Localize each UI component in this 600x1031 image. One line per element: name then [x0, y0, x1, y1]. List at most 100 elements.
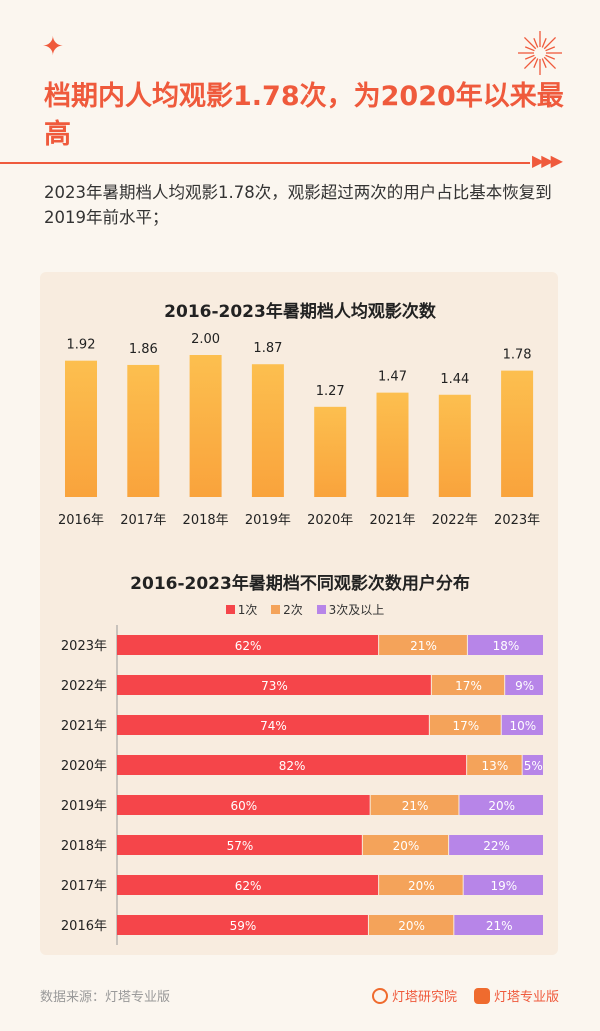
burst-ray — [524, 54, 535, 60]
segment-label: 73% — [261, 679, 288, 693]
x-tick-label: 2016年 — [58, 513, 104, 528]
segment-2次 — [370, 795, 459, 815]
y-tick-label: 2019年 — [61, 799, 107, 814]
legend-swatch — [225, 605, 235, 614]
segment-label: 20% — [393, 839, 420, 853]
segment-label: 17% — [452, 719, 479, 733]
brand-label: 灯塔研究院 — [392, 990, 458, 1005]
segment-label: 74% — [260, 719, 287, 733]
segment-label: 20% — [488, 799, 515, 813]
segment-2次 — [379, 875, 463, 895]
firework-icon — [518, 31, 562, 75]
legend-swatch — [316, 605, 326, 614]
subtitle: 2023年暑期档人均观影1.78次，观影超过两次的用户占比基本恢复到2019年前… — [44, 183, 552, 227]
burst-ray — [545, 54, 556, 60]
segment-label: 62% — [235, 879, 262, 893]
chart2-title: 2016-2023年暑期档不同观影次数用户分布 — [130, 574, 470, 594]
legend-label: 2次 — [283, 603, 303, 617]
segment-label: 59% — [230, 919, 257, 933]
arrows-icon: ▶▶▶ — [532, 151, 563, 170]
segment-label: 20% — [408, 879, 435, 893]
segment-2次 — [429, 715, 501, 735]
data-label: 1.92 — [67, 338, 96, 353]
segment-2次 — [362, 835, 449, 855]
bar-2017年 — [127, 364, 160, 497]
segment-label: 19% — [491, 879, 518, 893]
segment-1次 — [117, 675, 431, 695]
x-tick-label: 2018年 — [183, 513, 229, 528]
research-logo-icon — [372, 988, 388, 1004]
segment-3次及以上 — [459, 795, 543, 815]
brand-research: 灯塔研究院 — [372, 986, 457, 1005]
burst-ray — [533, 58, 539, 69]
divider — [0, 162, 530, 164]
segment-2次 — [368, 915, 454, 935]
burst-ray — [523, 36, 537, 50]
segment-3次及以上 — [467, 635, 543, 655]
segment-1次 — [117, 635, 379, 655]
data-label: 1.87 — [253, 341, 282, 356]
burst-ray — [533, 37, 539, 48]
segment-label: 18% — [493, 639, 520, 653]
source-note: 数据来源：灯塔专业版 — [40, 990, 171, 1005]
legend: 1次 2次 3次及以上 — [0, 601, 600, 618]
x-tick-label: 2022年 — [432, 513, 478, 528]
segment-3次及以上 — [454, 915, 543, 935]
bar-2019年 — [251, 364, 284, 497]
segment-3次及以上 — [463, 875, 543, 895]
chart1-title: 2016-2023年暑期档人均观影次数 — [164, 302, 436, 322]
segment-1次 — [117, 755, 467, 775]
x-tick-label: 2023年 — [494, 513, 540, 528]
bar-2023年 — [501, 370, 534, 497]
segment-3次及以上 — [501, 715, 543, 735]
burst-ray — [545, 46, 556, 52]
segment-2次 — [467, 755, 522, 775]
burst-ray — [523, 56, 537, 70]
data-label: 1.78 — [503, 348, 532, 363]
segment-1次 — [117, 875, 379, 895]
data-label: 1.86 — [129, 342, 158, 357]
x-tick-label: 2019年 — [245, 513, 291, 528]
segment-1次 — [117, 715, 429, 735]
bar-chart: 1.92 2016年 1.86 2017年 2.00 2018年 1.87 2019年 1.27… — [58, 332, 540, 528]
pro-logo-icon — [474, 988, 490, 1004]
segment-label: 21% — [410, 639, 437, 653]
data-label: 1.47 — [378, 370, 407, 385]
segment-label: 10% — [510, 719, 537, 733]
legend-label: 1次 — [237, 603, 258, 617]
segment-label: 60% — [230, 799, 257, 813]
segment-label: 57% — [227, 839, 254, 853]
bar-2020年 — [314, 406, 347, 497]
segment-label: 21% — [402, 799, 429, 813]
segment-3次及以上 — [449, 835, 543, 855]
brand-pro: 灯塔专业版 — [474, 986, 559, 1005]
segment-1次 — [117, 915, 368, 935]
y-tick-label: 2018年 — [61, 839, 107, 854]
segment-label: 5% — [524, 759, 543, 773]
x-tick-label: 2017年 — [120, 513, 166, 528]
sparkle-icon: ✦ — [42, 32, 64, 62]
bar-2018年 — [189, 355, 222, 497]
stacked-bar-chart: 2023年 62% 21% 18% 2022年 73% 17% 9% 2021年 74% 17% 10… — [61, 625, 543, 945]
y-tick-label: 2022年 — [61, 679, 107, 694]
data-label: 1.27 — [316, 384, 345, 399]
segment-label: 21% — [486, 919, 513, 933]
segment-label: 82% — [279, 759, 306, 773]
segment-label: 13% — [482, 759, 509, 773]
bar-2021年 — [376, 392, 409, 497]
segment-label: 62% — [235, 639, 262, 653]
y-tick-label: 2017年 — [61, 879, 107, 894]
x-tick-label: 2021年 — [369, 513, 415, 528]
burst-ray — [541, 37, 547, 48]
segment-2次 — [431, 675, 505, 695]
data-label: 2.00 — [191, 332, 220, 347]
segment-2次 — [379, 635, 467, 655]
burst-ray — [543, 56, 557, 70]
segment-1次 — [117, 795, 370, 815]
burst-ray — [541, 58, 547, 69]
bar-2022年 — [438, 394, 471, 497]
y-tick-label: 2023年 — [61, 639, 107, 654]
segment-1次 — [117, 835, 362, 855]
page-title: 档期内人均观影1.78次，为2020年以来最高 — [44, 81, 564, 150]
bar-2016年 — [65, 360, 97, 497]
